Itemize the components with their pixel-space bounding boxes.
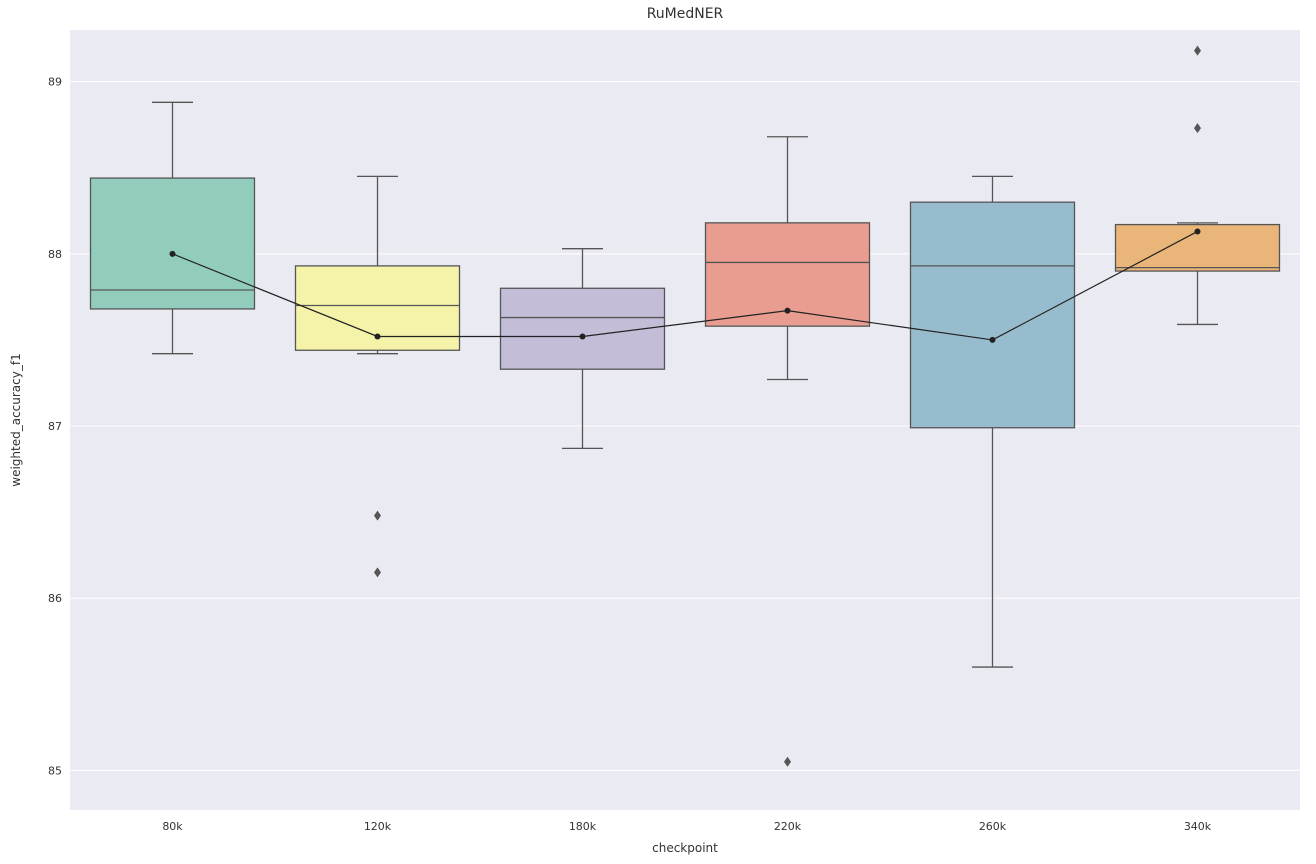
plot-background [70, 30, 1300, 810]
boxplot-chart: 85 86 87 88 89 80k 120k 180k 220k 260k 340k RuMedNE… [0, 0, 1316, 864]
x-tick-label: 260k [979, 820, 1007, 833]
x-tick-label: 120k [364, 820, 392, 833]
mean-marker [375, 333, 381, 339]
x-axis-label: checkpoint [652, 841, 718, 855]
mean-marker [580, 333, 586, 339]
mean-marker [1195, 228, 1201, 234]
chart-title: RuMedNER [647, 6, 724, 22]
y-tick-label: 87 [48, 420, 62, 433]
mean-marker [785, 308, 791, 314]
y-axis-label: weighted_accuracy_f1 [9, 353, 23, 486]
box [911, 202, 1075, 428]
box [91, 178, 255, 309]
x-tick-label: 340k [1184, 820, 1212, 833]
y-tick-label: 89 [48, 76, 62, 89]
x-tick-label: 180k [569, 820, 597, 833]
y-tick-label: 85 [48, 764, 62, 777]
x-tick-label: 80k [162, 820, 183, 833]
x-tick-label: 220k [774, 820, 802, 833]
mean-marker [990, 337, 996, 343]
y-tick-label: 86 [48, 592, 62, 605]
y-tick-label: 88 [48, 248, 62, 261]
mean-marker [170, 251, 176, 257]
